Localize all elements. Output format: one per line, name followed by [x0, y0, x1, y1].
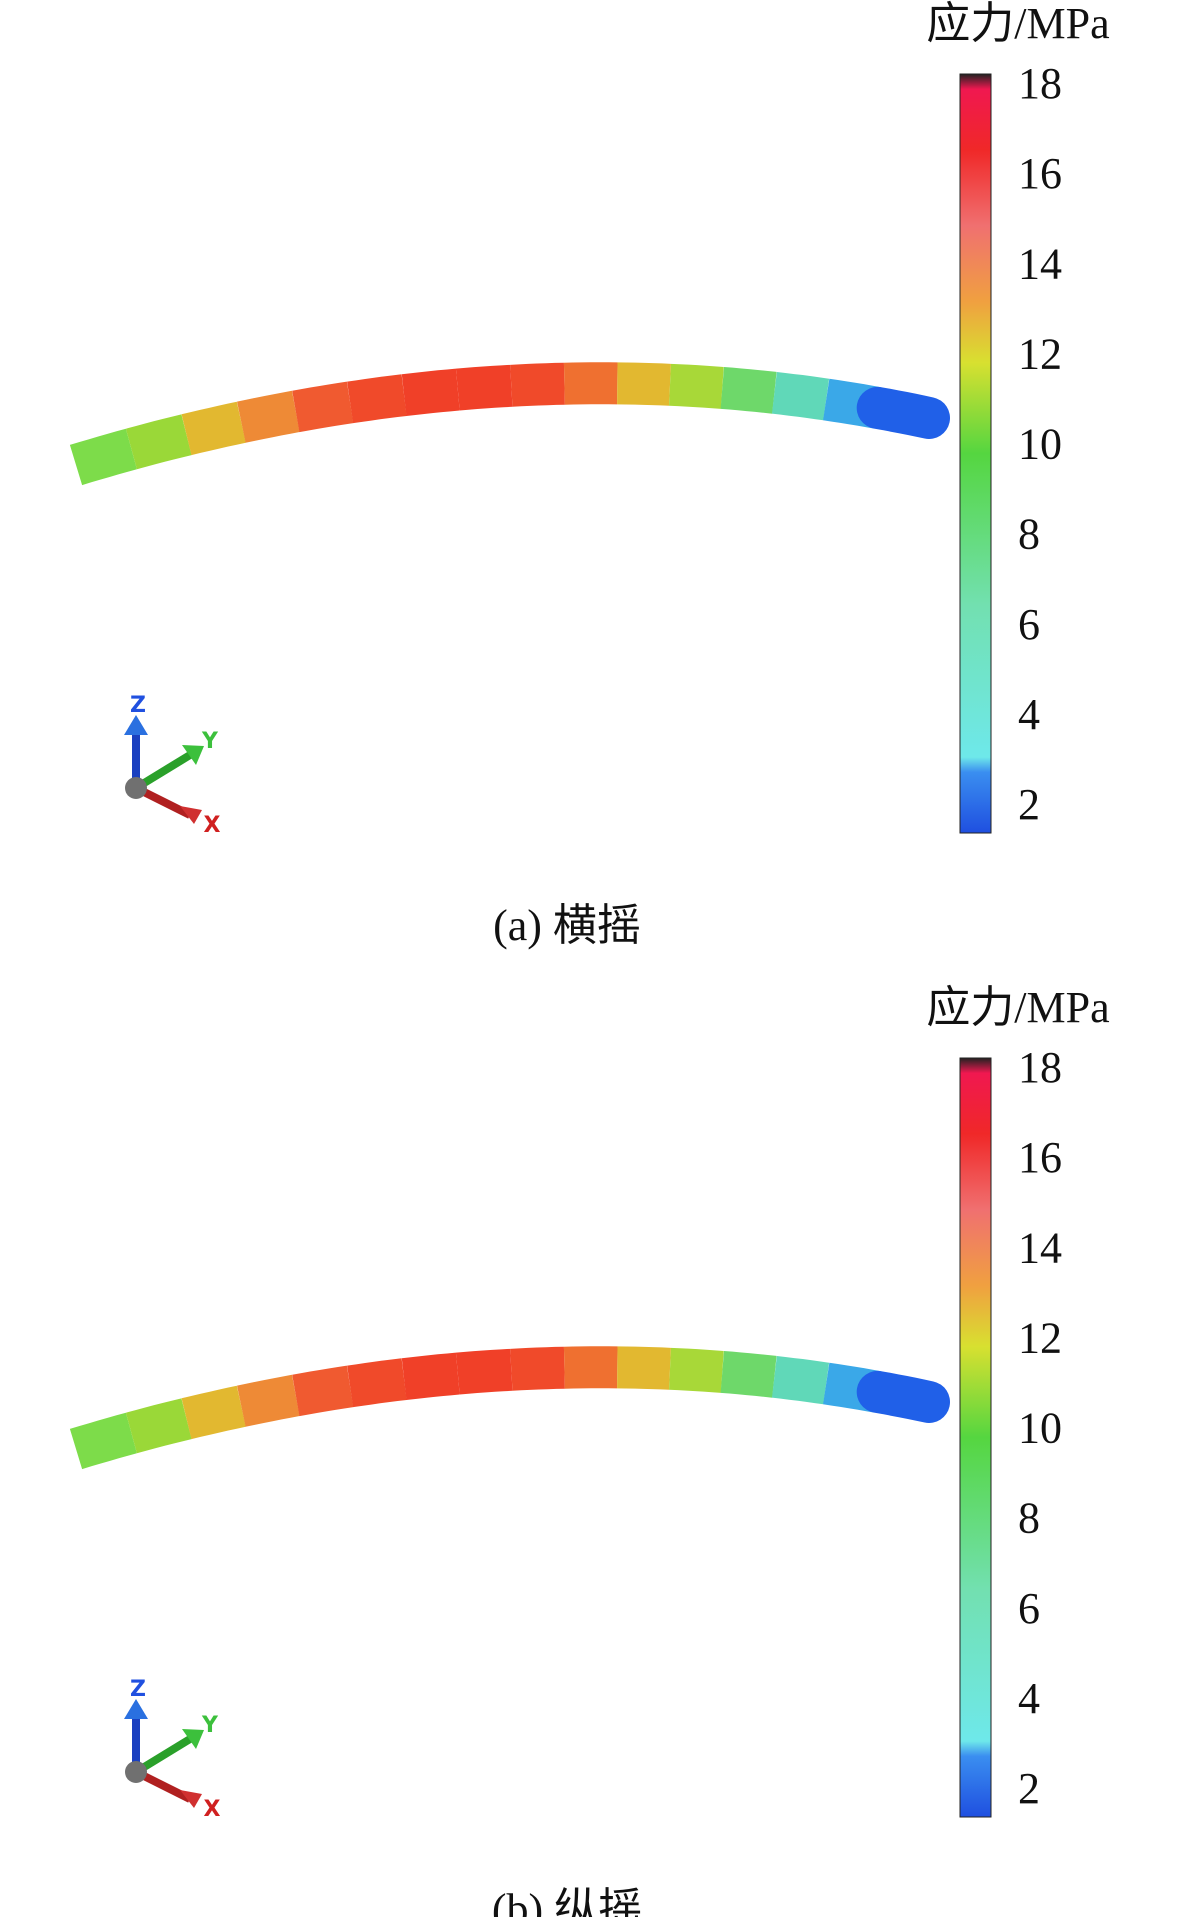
- colorbar: [959, 73, 992, 834]
- rod-segment: [125, 414, 192, 470]
- colorbar-tick-label: 16: [1018, 149, 1062, 198]
- colorbar-tick-label: 12: [1018, 329, 1062, 378]
- rod-segment: [455, 364, 513, 411]
- rod-segment: [856, 386, 950, 439]
- colorbar-title: 应力/MPa: [926, 0, 1109, 48]
- rod-segment: [455, 1348, 513, 1395]
- axis-z-label: Z: [130, 693, 146, 718]
- axis-z-head: [124, 715, 148, 735]
- caption: (a) 横摇: [493, 901, 641, 950]
- colorbar-tick-label: 2: [1018, 1764, 1040, 1813]
- colorbar-tick-label: 18: [1018, 1043, 1062, 1092]
- rod-segment: [669, 1347, 724, 1393]
- rod-segment: [720, 1350, 777, 1398]
- colorbar-tick-label: 10: [1018, 420, 1062, 469]
- axis-z-label: Z: [130, 1677, 146, 1702]
- colorbar-tick-label: 16: [1018, 1133, 1062, 1182]
- axis-x-head: [180, 806, 202, 824]
- rod-segment: [181, 1385, 246, 1440]
- rod-segment: [617, 362, 671, 406]
- colorbar-tick-label: 2: [1018, 780, 1040, 829]
- rod-segment: [292, 1365, 354, 1417]
- caption: (b) 纵摇: [492, 1885, 642, 1917]
- rod-segment: [669, 363, 724, 409]
- rod-segment: [347, 1358, 407, 1408]
- axis-y-head: [182, 1729, 204, 1749]
- rod-segment: [292, 381, 354, 433]
- colorbar-tick-label: 12: [1018, 1313, 1062, 1362]
- panel: 应力/MPa 18 16 14 12 10 8 6 4 2 Z Y X (b) 纵摇: [69, 983, 1110, 1917]
- colorbar-title: 应力/MPa: [926, 983, 1109, 1032]
- colorbar-tick-label: 8: [1018, 1494, 1040, 1543]
- rod-segment: [720, 366, 777, 414]
- rod-segment: [237, 1374, 300, 1427]
- colorbar: [959, 1057, 992, 1818]
- colorbar-tick-label: 8: [1018, 510, 1040, 559]
- axis-x-head: [180, 1790, 202, 1808]
- axis-y-head: [182, 745, 204, 765]
- rod-segment: [69, 428, 137, 486]
- triad-origin: [125, 777, 147, 799]
- rod-segment: [771, 1355, 830, 1405]
- triad-origin: [125, 1761, 147, 1783]
- rod-segment: [347, 374, 407, 424]
- colorbar-tick-label: 6: [1018, 1584, 1040, 1633]
- rod-segment: [401, 1352, 460, 1400]
- rod-segment: [617, 1346, 671, 1390]
- rod-segment: [510, 362, 565, 407]
- axis-y-label: Y: [201, 1713, 219, 1738]
- colorbar-tick-label: 14: [1018, 239, 1062, 288]
- rod-segment: [181, 401, 246, 456]
- rod-segment: [125, 1398, 192, 1454]
- colorbar-tick-label: 10: [1018, 1404, 1062, 1453]
- colorbar-tick-label: 6: [1018, 600, 1040, 649]
- colorbar-tick-label: 18: [1018, 59, 1062, 108]
- rod-segment: [856, 1370, 950, 1423]
- axis-x-label: X: [204, 813, 221, 838]
- rod-segment: [237, 390, 300, 443]
- rod-segment: [510, 1346, 565, 1391]
- axis-y-label: Y: [201, 729, 219, 754]
- colorbar-tick-label: 4: [1018, 690, 1040, 739]
- colorbar-tick-label: 4: [1018, 1674, 1040, 1723]
- rod-segment: [69, 1412, 137, 1470]
- axis-z-head: [124, 1699, 148, 1719]
- rod-segment: [771, 371, 830, 421]
- axis-x-label: X: [204, 1797, 221, 1822]
- panel: 应力/MPa 18 16 14 12 10 8 6 4 2 Z Y X (a) 横摇: [69, 0, 1110, 950]
- rod-segment: [401, 368, 460, 416]
- colorbar-tick-label: 14: [1018, 1223, 1062, 1272]
